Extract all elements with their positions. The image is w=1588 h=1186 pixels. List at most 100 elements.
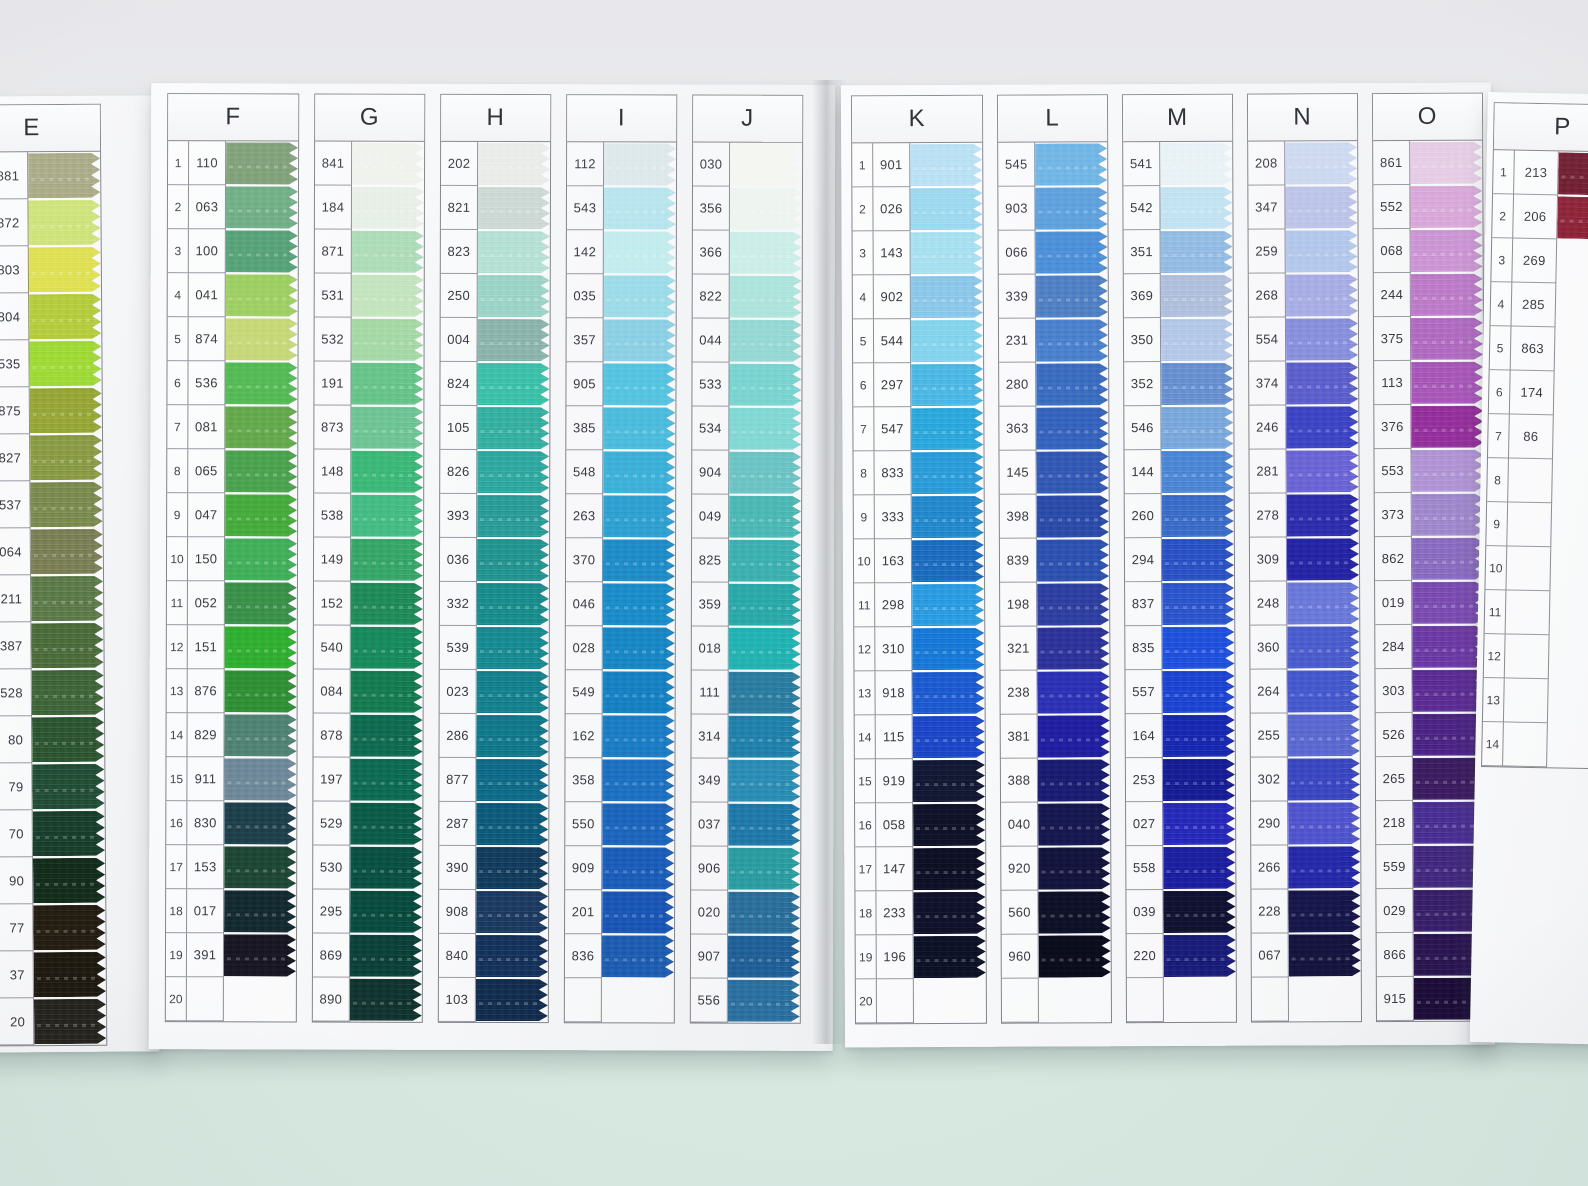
thread-swatch-821 [478,187,550,229]
thread-row: 004 [440,317,550,362]
thread-row: 533 [692,362,801,407]
thread-swatch-163 [912,540,984,582]
thread-row: 390 [439,845,548,890]
thread-code: 052 [187,581,225,626]
thread-code: 902 [873,275,911,320]
thread-code: 238 [1000,670,1038,715]
thread-code: 804 [0,293,30,341]
thread-code: 269 [1512,238,1558,284]
thread-swatch-063 [226,186,298,228]
thread-row: 10 [1485,546,1588,593]
thread-row: 8 065 [167,449,297,494]
thread-row: 6 536 [167,361,297,406]
thread-row: 350 [1123,318,1233,363]
thread-code: 822 [692,274,730,319]
thread-code: 164 [1125,714,1163,759]
thread-swatch-79 [32,764,104,810]
thread-swatch-255 [1288,714,1360,756]
thread-swatch-351 [1161,231,1233,273]
thread-row: 332 [439,581,549,626]
thread-swatch-164 [1163,715,1235,757]
thread-swatch-874 [226,318,298,360]
thread-swatch-20 [34,999,106,1045]
thread-code: 547 [874,407,912,452]
thread-row: 869 [312,933,422,978]
thread-code: 387 [0,622,32,670]
thread-code: 919 [875,759,914,804]
thread-swatch-253 [1163,759,1235,801]
thread-row: 862 [1374,536,1484,582]
thread-code: 068 [1373,228,1411,274]
thread-code: 268 [1248,273,1286,318]
thread-code: 821 [440,185,478,230]
thread-swatch-537 [30,482,102,528]
thread-row: 528 [0,669,104,717]
thread-swatch-370 [603,539,675,581]
thread-swatch-541 [1160,143,1232,185]
thread-code: 909 [565,846,603,891]
thread-row: 837 [1125,582,1234,627]
thread-row: 920 [1001,846,1110,891]
thread-row: 9 333 [853,495,984,540]
thread-code: 907 [690,934,729,979]
thread-code: 356 [692,186,730,231]
thread-code: 526 [1375,712,1413,758]
thread-code: 960 [1001,934,1039,979]
card-panel-left-page: F 1 110 2 063 3 100 4 041 5 874 6 536 7 081 8 065 9 047 10 1… [148,83,836,1051]
thread-code: 266 [1251,845,1289,890]
thread-row: 084 [313,669,423,714]
thread-swatch-039 [1163,891,1235,933]
thread-row: 17 153 [166,845,296,890]
thread-row: 545 [998,142,1107,187]
thread-code: 184 [314,185,352,230]
thread-code: 544 [873,319,912,364]
thread-row: 286 [439,713,549,758]
thread-swatch-191 [351,363,423,405]
thread-row: 162 [565,714,674,759]
thread-code: 376 [1374,404,1412,450]
thread-code: 532 [314,317,352,362]
column-body: 545 903 066 339 231 280 363 145 398 839 198 321 238 3… [998,142,1111,1023]
thread-row: 246 [1249,405,1358,450]
thread-swatch-213 [1558,152,1588,195]
thread-swatch-350 [1161,319,1233,361]
thread-row [1126,978,1236,1023]
thread-swatch-366 [730,232,802,274]
thread-row: 309 [1249,537,1359,582]
thread-swatch-259 [1286,230,1358,272]
thread-swatch-535 [29,341,101,387]
thread-row: 4 285 [1490,282,1588,329]
thread-row: 4 902 [852,275,983,320]
thread-row: 373 [1374,492,1484,538]
thread-row: 255 [1250,713,1360,758]
thread-row: 191 [314,361,423,406]
thread-row: 347 [1248,185,1357,230]
thread-swatch-266 [1288,846,1360,888]
thread-code: 908 [439,889,477,934]
thread-row: 557 [1125,670,1234,715]
thread-row: 20 [855,979,986,1024]
thread-code: 197 [313,757,351,802]
thread-code [1001,978,1039,1023]
thread-swatch-068 [1411,230,1483,272]
thread-code: 358 [565,758,603,803]
thread-swatch-919 [913,760,985,802]
thread-code: 321 [1000,626,1038,671]
thread-code: 297 [874,363,912,408]
thread-code: 148 [314,449,352,494]
thread-swatch-067 [1289,934,1361,976]
thread-code: 391 [186,933,225,978]
thread-swatch-381 [1038,715,1110,757]
thread-swatch-393 [477,495,549,537]
thread-code: 366 [692,230,730,275]
thread-row: 044 [692,318,802,363]
thread-swatch-908 [476,891,548,933]
thread-row: 16 058 [855,803,985,848]
thread-swatch-310 [912,628,984,670]
row-number: 11 [854,583,876,628]
row-number: 3 [852,231,874,276]
thread-row: 202 [440,141,550,186]
row-number: 12 [1483,634,1506,679]
thread-code: 250 [440,273,478,318]
thread-code: 105 [440,405,478,450]
